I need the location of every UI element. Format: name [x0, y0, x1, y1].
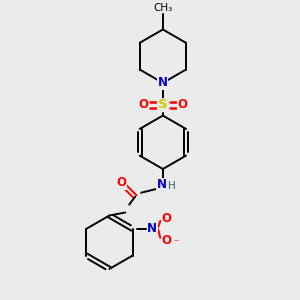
Text: O: O	[161, 234, 171, 247]
Text: ⁻: ⁻	[173, 239, 179, 249]
Text: N: N	[158, 76, 168, 89]
Text: O: O	[138, 98, 148, 111]
Text: O: O	[116, 176, 126, 189]
Text: N: N	[157, 178, 167, 191]
Text: CH₃: CH₃	[153, 3, 172, 13]
Text: O: O	[161, 212, 171, 226]
Text: S: S	[158, 98, 168, 111]
Text: O: O	[178, 98, 188, 111]
Text: H: H	[168, 181, 176, 191]
Text: N: N	[147, 222, 158, 236]
